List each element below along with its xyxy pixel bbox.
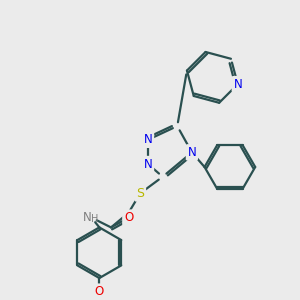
Text: N: N [233,78,242,91]
Text: N: N [188,146,196,159]
Text: O: O [95,285,104,298]
Text: H: H [91,214,98,224]
Text: O: O [124,211,133,224]
Text: S: S [136,187,144,200]
Text: N: N [83,211,92,224]
Text: N: N [144,133,152,146]
Text: N: N [144,158,152,171]
